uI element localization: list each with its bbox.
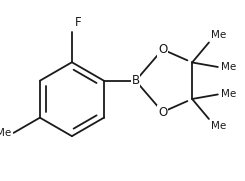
Text: Me: Me: [221, 89, 237, 99]
Text: Me: Me: [211, 121, 226, 131]
Text: Me: Me: [221, 62, 237, 72]
Text: F: F: [75, 16, 82, 29]
Text: Me: Me: [211, 30, 226, 40]
Text: O: O: [158, 106, 167, 119]
Text: O: O: [158, 43, 167, 56]
Text: B: B: [132, 74, 140, 87]
Text: Me: Me: [0, 128, 11, 138]
